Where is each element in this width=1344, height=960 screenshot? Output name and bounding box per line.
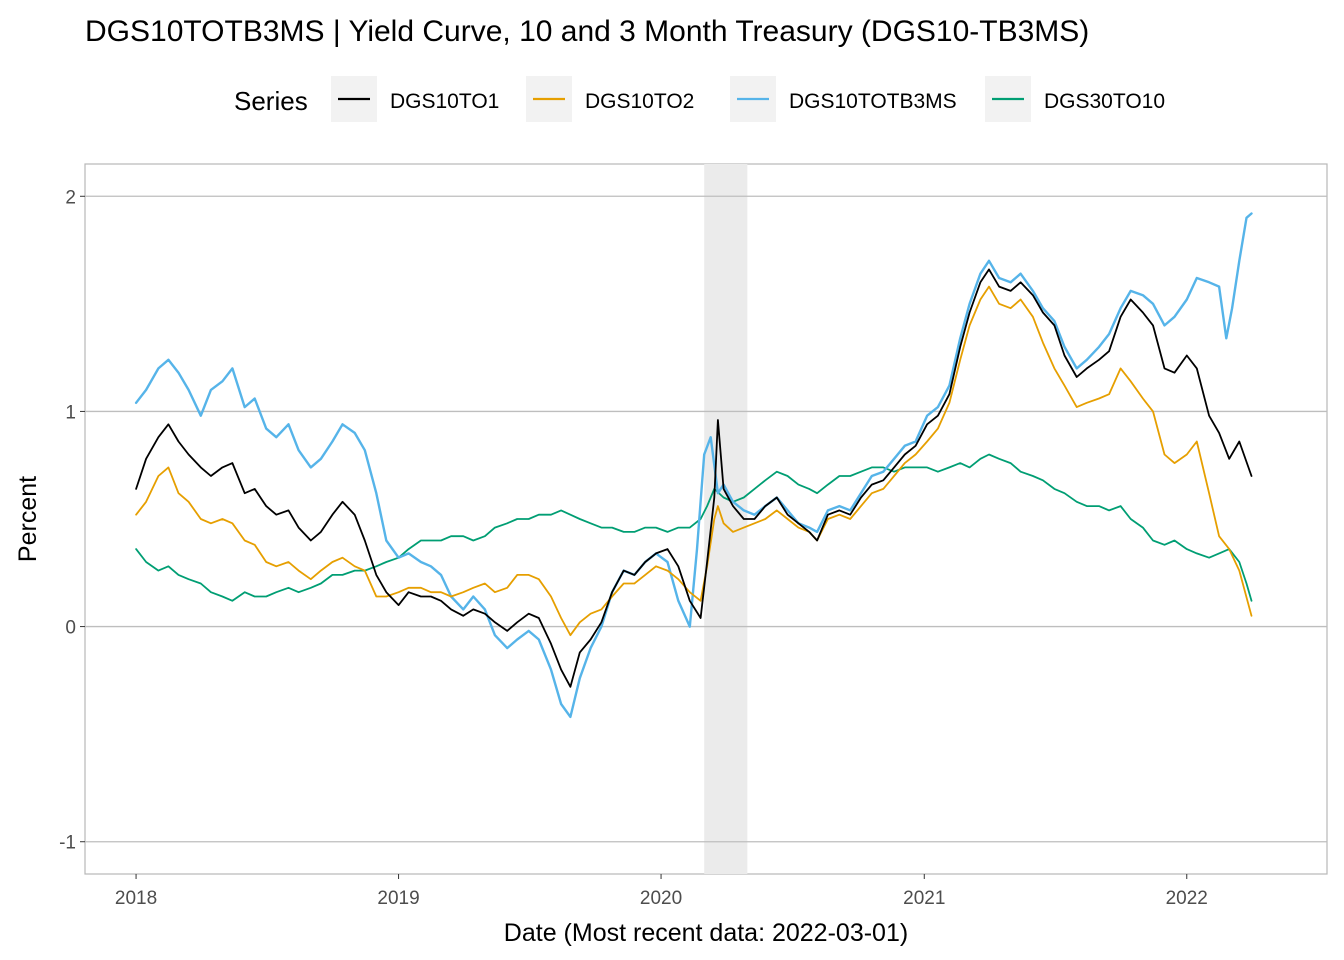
legend-label: DGS10TO1	[390, 90, 499, 113]
x-tick-label: 2022	[1166, 888, 1208, 909]
x-tick-label: 2018	[115, 888, 157, 909]
legend-item-dgs10totb3ms: DGS10TOTB3MS	[730, 76, 957, 122]
recession-band-layer	[704, 164, 748, 874]
series-layer	[134, 212, 1253, 719]
x-axis-title: Date (Most recent data: 2022-03-01)	[504, 919, 908, 947]
series-line-dgs10to1	[135, 268, 1253, 688]
y-tick-label: 2	[65, 187, 76, 208]
legend-label: DGS30TO10	[1044, 90, 1165, 113]
y-axis-title: Percent	[14, 476, 42, 562]
y-axis-ticks: -1 0 1 2	[59, 187, 85, 854]
x-tick-label: 2021	[903, 888, 945, 909]
legend: Series DGS10TO1 DGS10TO2 DGS10TOTB3MS DGS30…	[234, 76, 1165, 122]
y-tick-label: -1	[59, 833, 76, 854]
y-tick-label: 1	[65, 402, 76, 423]
legend-label: DGS10TOTB3MS	[789, 90, 957, 113]
legend-label: DGS10TO2	[585, 90, 694, 113]
legend-item-dgs10to2: DGS10TO2	[526, 76, 694, 122]
x-axis-ticks: 2018 2019 2020 2021 2022	[115, 874, 1208, 909]
legend-title: Series	[234, 86, 308, 116]
chart-title: DGS10TOTB3MS | Yield Curve, 10 and 3 Mon…	[85, 15, 1089, 48]
x-tick-label: 2019	[377, 888, 419, 909]
series-line-dgs10totb3ms	[134, 212, 1253, 719]
legend-item-dgs10to1: DGS10TO1	[331, 76, 499, 122]
gridlines	[85, 195, 1327, 843]
y-tick-label: 0	[65, 618, 76, 639]
series-line-dgs30to10	[135, 453, 1253, 602]
x-tick-label: 2020	[640, 888, 682, 909]
recession-band	[704, 164, 748, 874]
legend-item-dgs30to10: DGS30TO10	[985, 76, 1165, 122]
